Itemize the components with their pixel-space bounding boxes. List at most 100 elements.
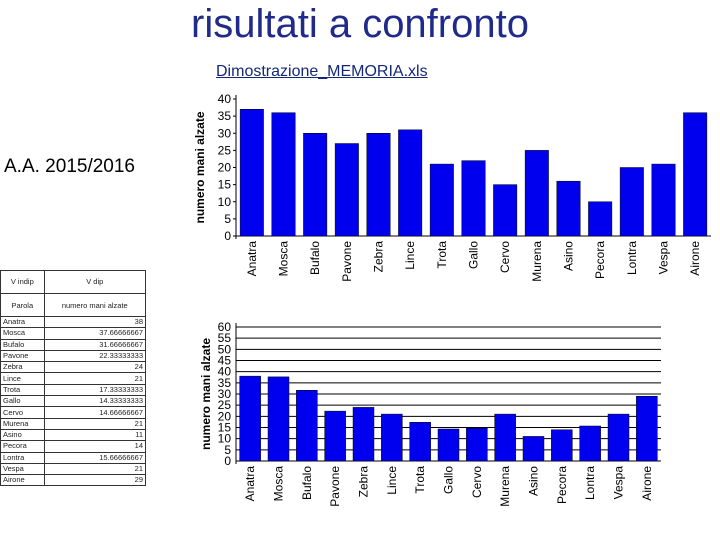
value-cell: 22.33333333 [43, 349, 147, 363]
bar [239, 375, 261, 462]
y-tick-label: 5 [224, 443, 231, 457]
value-cell: 11 [43, 428, 147, 442]
table-row: Anatra 38 [0, 315, 147, 329]
value-cell: 21 [43, 417, 147, 430]
x-tick-label: Lontra [625, 241, 639, 275]
word-cell: Airone [0, 474, 45, 487]
x-tick-label: Anatra [243, 466, 257, 502]
bar [556, 180, 581, 237]
word-cell: Pecora [0, 440, 45, 453]
x-tick-label: Bufalo [300, 466, 314, 500]
table-row: Asino 11 [0, 428, 147, 442]
bar [239, 109, 264, 237]
x-tick-label: Lince [385, 466, 399, 495]
header-v-dip: V dip [43, 270, 147, 294]
y-tick-label: 30 [218, 126, 232, 140]
bar [683, 112, 708, 237]
y-tick-label: 15 [218, 421, 232, 435]
bar [437, 428, 460, 462]
x-tick-label: Asino [562, 241, 576, 271]
x-tick-label: Murena [530, 241, 544, 282]
x-tick-label: Lince [403, 241, 417, 270]
bar [493, 184, 518, 237]
table-row: Murena 21 [0, 417, 147, 430]
y-tick-label: 25 [218, 143, 232, 157]
word-cell: Cervo [0, 406, 45, 419]
x-tick-label: Vespa [657, 241, 671, 275]
bar [619, 167, 644, 237]
bar [398, 129, 423, 237]
x-tick-label: Cervo [470, 466, 484, 498]
value-cell: 37.66666667 [43, 327, 147, 340]
table-row: Trota 17.33333333 [0, 383, 147, 397]
bar [271, 112, 296, 237]
bar [461, 160, 486, 237]
x-tick-label: Vespa [612, 466, 626, 500]
x-tick-label: Anatra [245, 241, 259, 277]
bar [588, 201, 613, 237]
y-tick-label: 20 [218, 161, 232, 175]
word-cell: Mosca [0, 327, 45, 340]
value-cell: 14.66666667 [43, 406, 147, 419]
table-row: Bufalo 31.66666667 [0, 338, 147, 351]
x-tick-label: Trota [435, 241, 449, 269]
bar [303, 133, 328, 237]
subheader-mani: numero mani alzate [43, 293, 147, 317]
table-row: Pavone 22.33333333 [0, 349, 147, 363]
x-tick-label: Airone [688, 241, 702, 276]
chart-top: 0 5 10 15 20 25 30 35 40 numero mani alzate Anatra… [193, 92, 711, 282]
value-cell: 38 [43, 315, 147, 329]
table-row: Pecora 14 [0, 440, 147, 453]
bar [522, 436, 545, 462]
bar [334, 143, 359, 237]
value-cell: 31.66666667 [43, 338, 147, 351]
word-cell: Trota [0, 383, 45, 397]
value-cell: 24 [43, 361, 147, 374]
academic-year-label: A.A. 2015/2016 [4, 156, 135, 177]
x-tick-label: Mosca [272, 466, 286, 502]
y-tick-label: 25 [218, 398, 232, 412]
x-tick-label: Pavone [340, 241, 354, 282]
file-link[interactable]: Dimostrazione_MEMORIA.xls [216, 63, 428, 80]
bar [267, 376, 290, 462]
bar [551, 429, 573, 462]
y-tick-label: 55 [218, 331, 232, 345]
x-tick-label: Zebra [357, 466, 371, 498]
x-tick-label: Pecora [593, 241, 607, 279]
y-axis-label: numero mani alzate [199, 338, 213, 450]
word-cell: Murena [0, 417, 45, 430]
x-tick-label: Bufalo [308, 241, 322, 275]
bar [352, 407, 375, 462]
x-tick-label: Asino [527, 466, 541, 496]
x-tick-label: Lontra [583, 466, 597, 500]
x-tick-label: Mosca [277, 241, 291, 277]
y-tick-label: 0 [224, 229, 231, 243]
word-cell: Vespa [0, 462, 45, 476]
x-tick-label: Trota [413, 466, 427, 494]
bar [409, 422, 431, 462]
word-cell: Pavone [0, 349, 45, 363]
word-cell: Lince [0, 372, 45, 385]
x-tick-label: Gallo [467, 241, 481, 269]
y-tick-label: 60 [218, 320, 232, 334]
table-row: Airone 29 [0, 474, 147, 487]
y-tick-label: 0 [224, 454, 231, 468]
bar [324, 410, 346, 462]
table-row: Gallo 14.33333333 [0, 395, 147, 408]
bar [494, 413, 516, 462]
y-tick-label: 40 [218, 365, 232, 379]
bar [466, 427, 488, 462]
y-tick-label: 30 [218, 387, 232, 401]
x-tick-label: Cervo [498, 241, 512, 273]
table-row: Lontra 15.66666667 [0, 451, 147, 464]
bar [607, 413, 630, 462]
y-tick-label: 35 [218, 109, 232, 123]
x-tick-label: Pecora [555, 466, 569, 504]
word-cell: Lontra [0, 451, 45, 464]
value-cell: 29 [43, 474, 147, 487]
word-cell: Asino [0, 428, 45, 442]
table-row: Zebra 24 [0, 361, 147, 374]
value-cell: 15.66666667 [43, 451, 147, 464]
bar [366, 133, 391, 237]
